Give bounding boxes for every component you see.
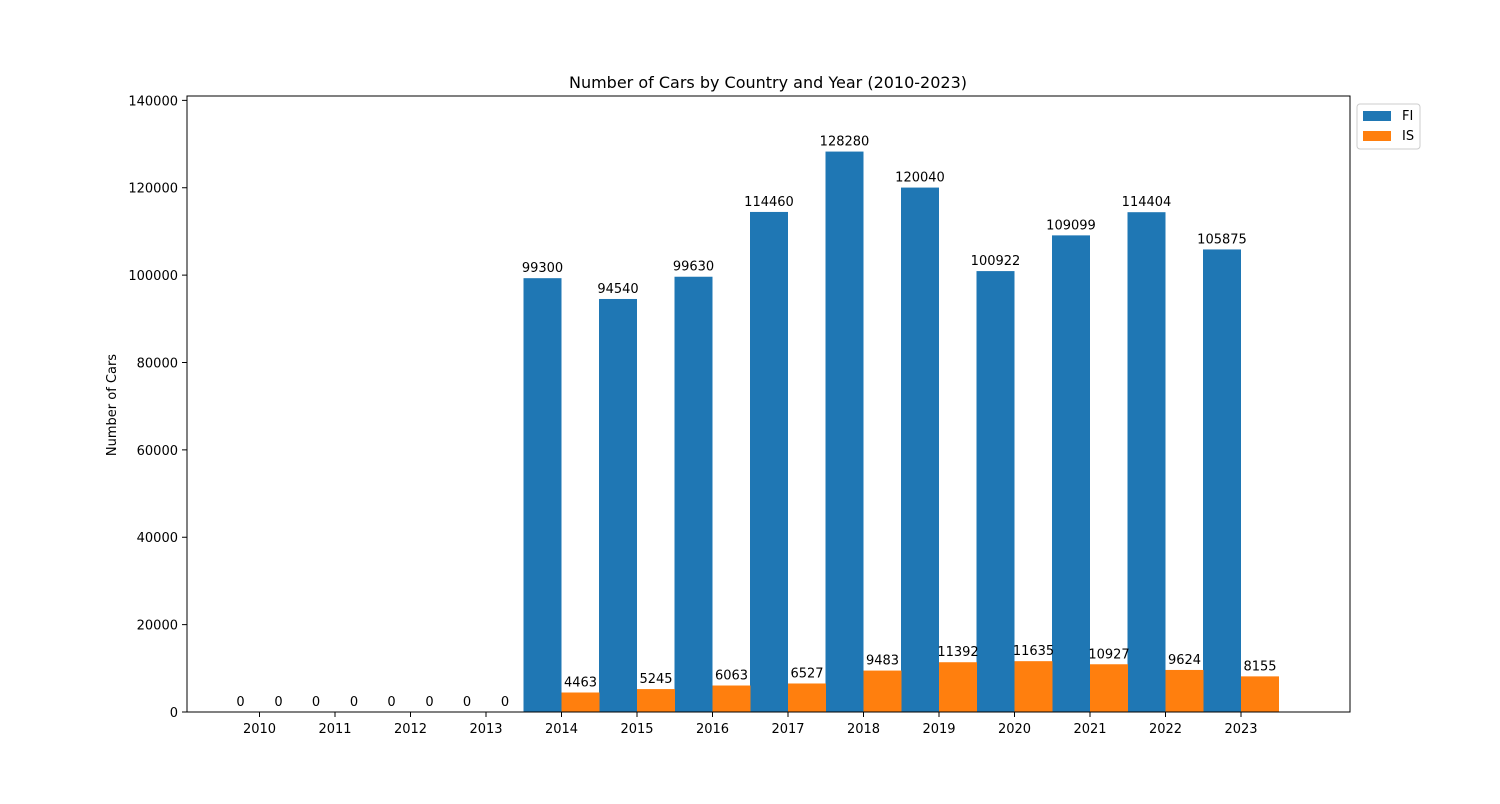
plot-frame — [186, 95, 1351, 713]
data-label-FI-2015: 94540 — [597, 282, 638, 297]
chart-title: Number of Cars by Country and Year (2010… — [569, 73, 967, 92]
bar-FI-2023 — [1203, 249, 1241, 712]
legend-swatch-IS — [1363, 131, 1391, 141]
bar-IS-2016 — [712, 685, 751, 712]
data-label-IS-2019: 11392 — [937, 645, 978, 660]
y-tick-label: 40000 — [137, 531, 178, 546]
data-label-FI-2010: 0 — [236, 695, 244, 710]
y-tick-label: 0 — [170, 706, 178, 721]
bar-IS-2023 — [1241, 676, 1279, 712]
y-tick-label: 20000 — [137, 619, 178, 634]
data-label-IS-2017: 6527 — [790, 666, 823, 681]
bar-FI-2021 — [1052, 235, 1090, 713]
data-label-IS-2013: 0 — [501, 695, 509, 710]
bar-IS-2021 — [1090, 664, 1128, 712]
data-label-IS-2021: 10927 — [1088, 647, 1129, 662]
bar-IS-2018 — [863, 670, 902, 712]
x-tick-label: 2022 — [1149, 722, 1182, 737]
bar-IS-2017 — [788, 683, 826, 712]
bar-FI-2017 — [750, 211, 788, 712]
x-tick-label: 2011 — [318, 722, 351, 737]
y-tick-label: 80000 — [137, 356, 178, 371]
x-tick-label: 2013 — [469, 722, 502, 737]
data-label-IS-2010: 0 — [274, 695, 282, 710]
x-tick-label: 2017 — [771, 722, 804, 737]
x-tick-label: 2020 — [998, 722, 1031, 737]
data-label-IS-2016: 6063 — [715, 669, 748, 684]
data-label-FI-2020: 100922 — [971, 254, 1021, 269]
y-tick-label: 60000 — [137, 444, 178, 459]
data-label-IS-2011: 0 — [350, 695, 358, 710]
data-label-FI-2017: 114460 — [744, 195, 794, 210]
data-label-FI-2023: 105875 — [1197, 232, 1247, 247]
legend-swatch-FI — [1363, 111, 1391, 121]
x-tick-label: 2014 — [545, 722, 578, 737]
data-label-IS-2023: 8155 — [1243, 659, 1276, 674]
bar-FI-2019 — [901, 187, 939, 712]
legend-label-FI: FI — [1402, 109, 1413, 124]
data-label-IS-2022: 9624 — [1168, 653, 1201, 668]
bar-FI-2018 — [825, 151, 864, 713]
data-label-FI-2011: 0 — [312, 695, 320, 710]
axes-layer: 0 20000 40000 60000 80000 100000 120000 140000 2… — [128, 94, 1351, 737]
bar-FI-2015 — [599, 298, 637, 712]
data-label-IS-2012: 0 — [425, 695, 433, 710]
data-labels-layer: 0 0 0 0 99300 94540 99630 114460 128280 120040 100… — [236, 135, 1276, 710]
x-tick-label: 2010 — [243, 722, 276, 737]
y-tick-label: 120000 — [128, 182, 178, 197]
data-label-FI-2018: 128280 — [820, 135, 870, 150]
x-tick-label: 2023 — [1224, 722, 1257, 737]
bar-FI-2014 — [523, 278, 562, 712]
data-label-FI-2021: 109099 — [1046, 218, 1096, 233]
y-axis-label: Number of Cars — [105, 354, 120, 456]
data-label-FI-2012: 0 — [387, 695, 395, 710]
x-tick-label: 2021 — [1073, 722, 1106, 737]
bar-FI-2020 — [976, 271, 1015, 712]
data-label-IS-2020: 11635 — [1013, 644, 1054, 659]
bar-IS-2015 — [637, 689, 675, 712]
x-tick-label: 2018 — [847, 722, 880, 737]
x-tick-label: 2015 — [620, 722, 653, 737]
bar-IS-2022 — [1165, 669, 1204, 712]
bar-IS-2020 — [1014, 661, 1053, 712]
bar-FI-2016 — [674, 276, 713, 712]
bar-IS-2014 — [561, 692, 600, 712]
y-tick-label: 100000 — [128, 269, 178, 284]
data-label-FI-2019: 120040 — [895, 171, 945, 186]
y-tick-label: 140000 — [128, 94, 178, 109]
data-label-IS-2014: 4463 — [564, 676, 597, 691]
x-tick-label: 2019 — [922, 722, 955, 737]
data-label-FI-2013: 0 — [463, 695, 471, 710]
legend: FI IS — [1356, 103, 1421, 150]
bar-IS-2019 — [939, 662, 977, 712]
data-label-FI-2016: 99630 — [673, 260, 714, 275]
bar-FI-2022 — [1127, 212, 1166, 713]
data-label-IS-2018: 9483 — [866, 654, 899, 669]
data-label-IS-2015: 5245 — [639, 672, 672, 687]
x-tick-label: 2012 — [394, 722, 427, 737]
data-label-FI-2022: 114404 — [1122, 195, 1172, 210]
legend-label-IS: IS — [1402, 129, 1414, 144]
x-tick-label: 2016 — [696, 722, 729, 737]
bars-layer — [523, 151, 1279, 713]
data-label-FI-2014: 99300 — [522, 261, 563, 276]
